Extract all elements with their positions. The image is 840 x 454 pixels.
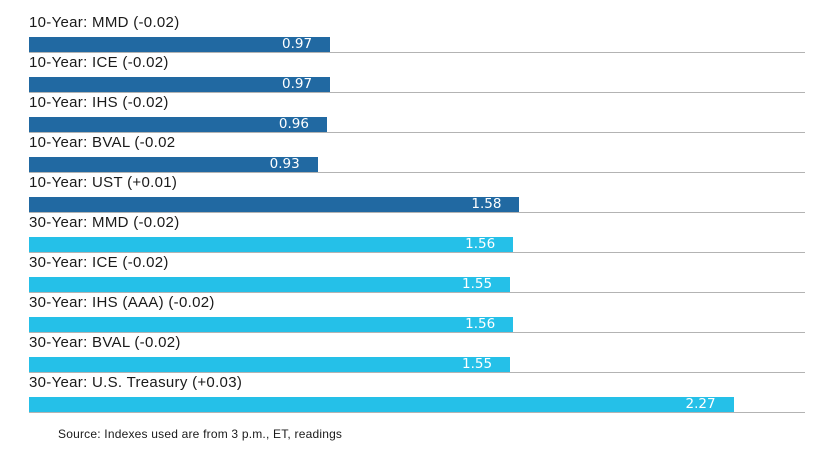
bar-track: 1.55: [29, 277, 805, 293]
chart-row: 30-Year: ICE (-0.02) 1.55: [29, 253, 805, 293]
bar-value: 1.55: [462, 276, 493, 292]
bar-label: 10-Year: ICE (-0.02): [29, 54, 169, 71]
bar-track: 0.93: [29, 157, 805, 173]
bar: 2.27: [29, 397, 734, 412]
chart-row: 30-Year: IHS (AAA) (-0.02) 1.56: [29, 293, 805, 333]
bar-track: 0.97: [29, 77, 805, 93]
bar-value: 1.55: [462, 356, 493, 372]
bar: 1.56: [29, 316, 514, 332]
bar-value: 0.93: [269, 156, 300, 172]
bar-track: 0.97: [29, 37, 805, 53]
chart-row: 10-Year: MMD (-0.02) 0.97: [29, 13, 805, 53]
bar-value: 0.97: [282, 36, 313, 52]
bar-track: 1.56: [29, 317, 805, 333]
chart-row: 10-Year: IHS (-0.02) 0.96: [29, 93, 805, 133]
bar-value: 2.27: [685, 396, 716, 412]
bar-track: 1.58: [29, 197, 805, 213]
chart-row: 30-Year: BVAL (-0.02) 1.55: [29, 333, 805, 373]
bar-label: 30-Year: BVAL (-0.02): [29, 334, 181, 351]
bar: 0.93: [29, 157, 318, 172]
bar: 0.96: [29, 117, 327, 132]
bar: 0.97: [29, 36, 331, 52]
bar-label: 10-Year: BVAL (-0.02: [29, 134, 176, 151]
bar-track: 2.27: [29, 397, 805, 413]
bar-label: 10-Year: MMD (-0.02): [29, 14, 180, 31]
bar-track: 1.56: [29, 237, 805, 253]
bar-chart: 10-Year: MMD (-0.02) 0.97 10-Year: ICE (-0…: [29, 13, 805, 441]
bar: 1.55: [29, 276, 511, 292]
chart-row: 30-Year: U.S. Treasury (+0.03) 2.27: [29, 373, 805, 413]
source-note: Source: Indexes used are from 3 p.m., ET…: [58, 427, 343, 441]
bar-label: 30-Year: MMD (-0.02): [29, 214, 180, 231]
bar-track: 1.55: [29, 357, 805, 373]
bar-value: 0.96: [278, 116, 309, 132]
bar-track: 0.96: [29, 117, 805, 133]
bar-value: 1.56: [465, 236, 496, 252]
bar-label: 30-Year: U.S. Treasury (+0.03): [29, 374, 243, 391]
bar: 1.55: [29, 356, 511, 372]
bar: 1.58: [29, 196, 520, 212]
bar: 1.56: [29, 236, 514, 252]
bar-label: 10-Year: UST (+0.01): [29, 174, 178, 191]
chart-row: 10-Year: UST (+0.01) 1.58: [29, 173, 805, 213]
bar-label: 30-Year: IHS (AAA) (-0.02): [29, 294, 215, 311]
bar-label: 10-Year: IHS (-0.02): [29, 94, 169, 111]
chart-row: 10-Year: ICE (-0.02) 0.97: [29, 53, 805, 93]
bar-label: 30-Year: ICE (-0.02): [29, 254, 169, 271]
bar-value: 1.56: [465, 316, 496, 332]
bar-value: 1.58: [471, 196, 502, 212]
chart-row: 30-Year: MMD (-0.02) 1.56: [29, 213, 805, 253]
chart-row: 10-Year: BVAL (-0.02 0.93: [29, 133, 805, 173]
chart-rows: 10-Year: MMD (-0.02) 0.97 10-Year: ICE (-0…: [29, 13, 805, 413]
bar-value: 0.97: [282, 76, 313, 92]
bar: 0.97: [29, 76, 331, 92]
